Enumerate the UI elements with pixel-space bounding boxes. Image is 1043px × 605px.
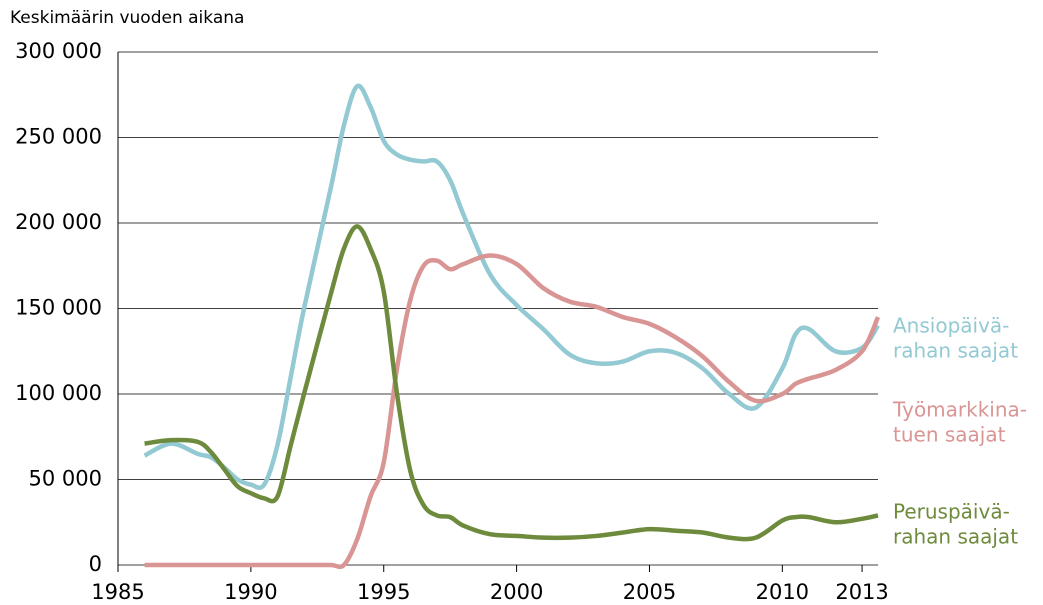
- series-line: [144, 253, 881, 570]
- x-tick-label: 1995: [357, 580, 410, 604]
- series-label: Ansiopäivä-: [893, 314, 1009, 338]
- y-axis-label: Keskimäärin vuoden aikana: [10, 8, 244, 28]
- y-tick-label: 100 000: [15, 381, 102, 405]
- x-tick-label: 1985: [91, 580, 144, 604]
- series-label: Peruspäivä-: [893, 500, 1010, 524]
- y-tick-label: 200 000: [15, 210, 102, 234]
- y-tick-label: 250 000: [15, 125, 102, 149]
- series-label: Työmarkkina-: [892, 398, 1027, 422]
- series-label: rahan saajat: [893, 525, 1018, 549]
- y-tick-label: 50 000: [29, 467, 102, 491]
- x-tick-label: 2000: [490, 580, 543, 604]
- series-label: tuen saajat: [893, 423, 1006, 447]
- x-tick-label: 2010: [756, 580, 809, 604]
- series-line: [143, 83, 880, 490]
- series-line: [144, 224, 879, 542]
- x-tick-label: 1990: [224, 580, 277, 604]
- x-tick-label: 2005: [623, 580, 676, 604]
- y-tick-label: 150 000: [15, 296, 102, 320]
- x-tick-label: 2013: [835, 580, 888, 604]
- y-tick-label: 0: [89, 552, 102, 576]
- series-label: rahan saajat: [893, 339, 1018, 363]
- y-tick-label: 300 000: [15, 39, 102, 63]
